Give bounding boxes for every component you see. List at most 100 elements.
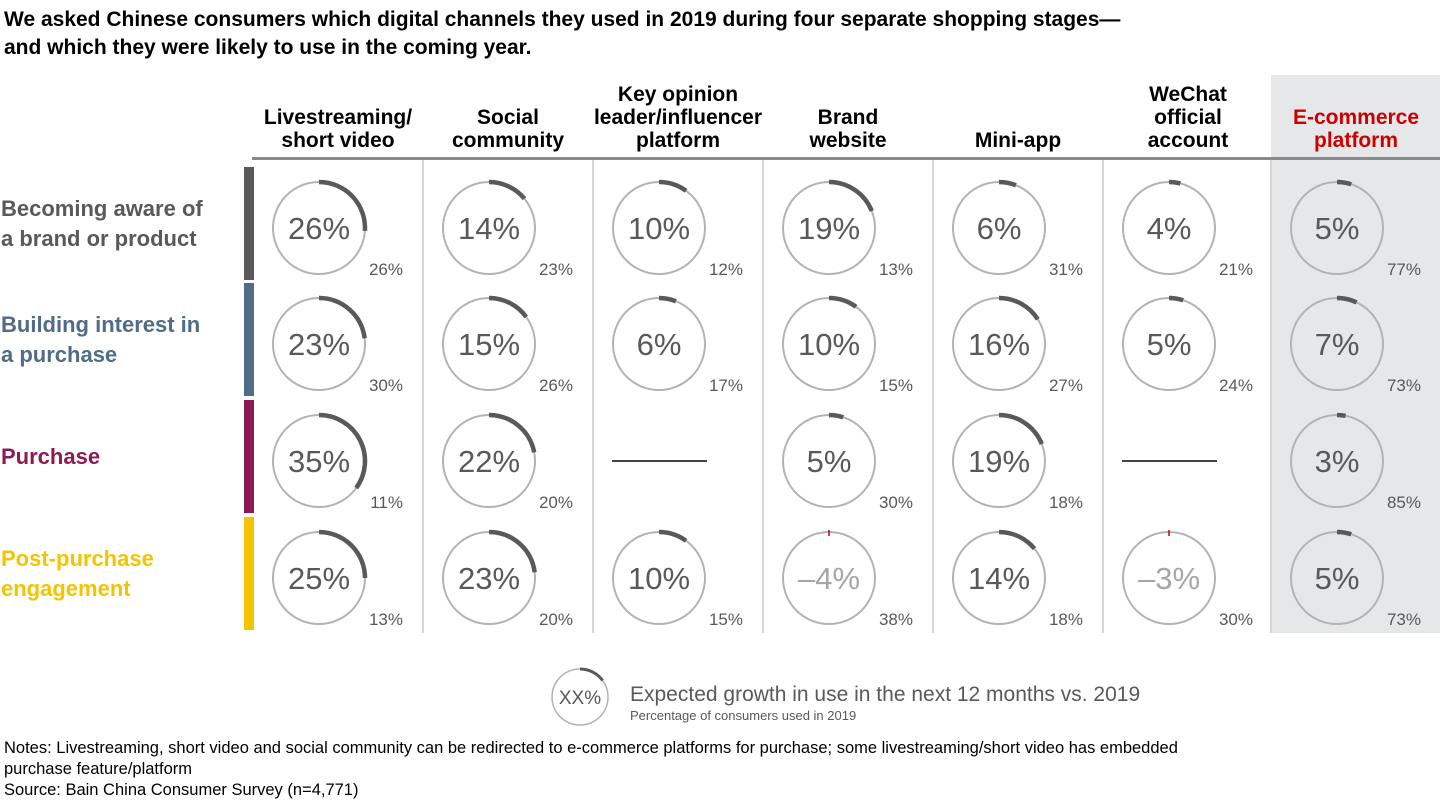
growth-value-label: 10% <box>628 561 690 596</box>
used-2019-label: 20% <box>539 493 573 512</box>
growth-arc <box>1336 179 1352 187</box>
used-2019-label: 13% <box>879 260 913 279</box>
growth-arc <box>318 295 367 339</box>
ring-cell: 25% 13% <box>272 529 403 629</box>
column-header-line: Brand <box>817 106 879 129</box>
stage-color-bar <box>244 400 254 513</box>
growth-arc <box>658 179 688 193</box>
growth-value-label: 14% <box>458 211 520 246</box>
growth-arc <box>658 295 677 304</box>
column-header-line: official <box>1154 106 1222 129</box>
growth-value-label: 16% <box>968 327 1030 362</box>
stage-label: Becoming aware of a brand or product <box>1 194 203 254</box>
growth-value-label: 10% <box>798 327 860 362</box>
column-divider <box>1102 160 1104 633</box>
growth-value-label: 4% <box>1147 211 1192 246</box>
growth-arc <box>998 295 1040 321</box>
used-2019-label: 30% <box>879 493 913 512</box>
legend-sub-label: Percentage of consumers used in 2019 <box>630 708 857 723</box>
column-header-line: Social <box>477 106 539 129</box>
used-2019-label: 26% <box>369 260 403 279</box>
stage-color-bar <box>244 167 254 280</box>
stage-label: Purchase <box>1 442 100 472</box>
growth-value-label: 14% <box>968 561 1030 596</box>
used-2019-label: 18% <box>1049 610 1083 629</box>
ring-cell: 5% 30% <box>782 412 913 512</box>
legend-main-label: Expected growth in use in the next 12 mo… <box>630 683 1141 706</box>
growth-value-label: –3% <box>1138 561 1200 596</box>
ring-cell: 35% 11% <box>272 412 403 512</box>
column-divider <box>422 160 424 633</box>
ring-cell: 7% 73% <box>1290 295 1421 395</box>
ring-cell: –3% 30% <box>1122 530 1253 629</box>
used-2019-label: 24% <box>1219 376 1253 395</box>
growth-arc <box>488 295 529 319</box>
used-2019-label: 17% <box>709 376 743 395</box>
used-2019-label: 13% <box>369 610 403 629</box>
ring-cell: 26% 26% <box>272 179 403 279</box>
used-2019-label: 85% <box>1387 493 1421 512</box>
stage-label: Building interest in a purchase <box>1 310 200 370</box>
ring-cell: 5% 24% <box>1122 295 1253 395</box>
used-2019-label: 30% <box>369 376 403 395</box>
column-header-line: short video <box>281 129 395 152</box>
column-header-line: E-commerce <box>1292 106 1420 129</box>
stage-label-line: Becoming aware of <box>1 195 203 221</box>
column-divider <box>932 160 934 633</box>
column-header-line: leader/influencer <box>593 106 763 129</box>
growth-value-label: 5% <box>1315 561 1360 596</box>
used-2019-label: 31% <box>1049 260 1083 279</box>
growth-arc <box>318 412 368 490</box>
ring-cell: 23% 20% <box>442 529 573 629</box>
used-2019-label: 38% <box>879 610 913 629</box>
growth-value-label: 19% <box>798 211 860 246</box>
growth-arc <box>1336 295 1358 305</box>
growth-value-label: 5% <box>1147 327 1192 362</box>
growth-value-label: 3% <box>1315 444 1360 479</box>
used-2019-label: 20% <box>539 610 573 629</box>
column-header-line: community <box>451 129 564 152</box>
growth-arc <box>318 179 368 232</box>
growth-value-label: 6% <box>977 211 1022 246</box>
notes-line-2: purchase feature/platform <box>4 760 193 778</box>
column-header: WeChat official account <box>1103 80 1273 154</box>
column-header-line: Mini-app <box>974 129 1062 152</box>
growth-arc <box>488 529 537 573</box>
column-divider <box>762 160 764 633</box>
growth-value-label: 7% <box>1315 327 1360 362</box>
growth-arc <box>998 412 1044 445</box>
used-2019-label: 15% <box>709 610 743 629</box>
ring-cell: 10% 15% <box>782 295 913 395</box>
growth-value-label: 5% <box>807 444 852 479</box>
growth-value-label: 35% <box>288 444 350 479</box>
ring-cell: 15% 26% <box>442 295 573 395</box>
column-header: Mini-app <box>933 80 1103 154</box>
ring-cell: 16% 27% <box>952 295 1083 395</box>
column-header-line: platform <box>636 129 720 152</box>
stage-color-bar <box>244 517 254 630</box>
used-2019-label: 30% <box>1219 610 1253 629</box>
ring-cell: 5% 77% <box>1290 179 1421 279</box>
column-header: Social community <box>423 80 593 154</box>
stage-label-line: a brand or product <box>1 225 197 251</box>
used-2019-label: 73% <box>1387 376 1421 395</box>
column-header-line: website <box>809 129 887 152</box>
used-2019-label: 73% <box>1387 610 1421 629</box>
growth-value-label: 15% <box>458 327 520 362</box>
used-2019-label: 11% <box>370 493 403 512</box>
notes: Notes: Livestreaming, short video and so… <box>4 738 1434 801</box>
ring-cell: 23% 30% <box>272 295 403 395</box>
growth-value-label: 25% <box>288 561 350 596</box>
growth-value-label: 23% <box>458 561 520 596</box>
column-header-line: Key opinion <box>617 83 739 106</box>
ring-cell: 14% 18% <box>952 529 1083 629</box>
growth-value-label: 10% <box>628 211 690 246</box>
growth-arc <box>1168 295 1184 303</box>
ring-cell: 14% 23% <box>442 179 573 279</box>
column-header-line: WeChat <box>1149 83 1227 106</box>
column-header: Key opinion leader/influencer platform <box>593 80 763 154</box>
source-line: Source: Bain China Consumer Survey (n=4,… <box>4 781 359 799</box>
growth-arc <box>658 529 688 543</box>
stage-color-bar <box>244 283 254 396</box>
